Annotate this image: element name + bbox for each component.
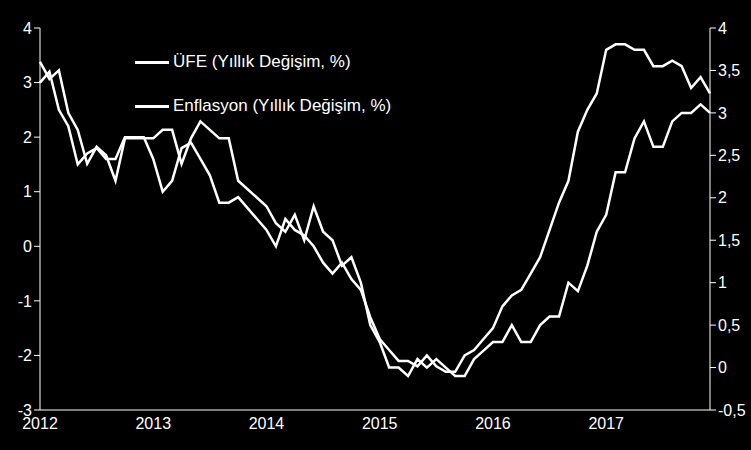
html-text:ÜFE (Yıllık Değişim, %): ÜFE (Yıllık Değişim, %) (173, 52, 351, 71)
svg-text:3: 3 (23, 74, 32, 91)
svg-text:-0,5: -0,5 (718, 402, 743, 419)
svg-text:2012: 2012 (22, 415, 58, 433)
svg-text:0: 0 (718, 359, 727, 376)
svg-text:1: 1 (23, 183, 32, 200)
svg-text:0: 0 (23, 238, 32, 255)
svg-text:2: 2 (23, 129, 32, 146)
svg-text:4: 4 (718, 20, 727, 37)
svg-text:0,5: 0,5 (718, 317, 740, 334)
svg-text:-1: -1 (18, 293, 32, 310)
svg-text:2: 2 (718, 189, 727, 206)
svg-text:4: 4 (23, 20, 32, 37)
svg-text:3,5: 3,5 (718, 62, 740, 79)
svg-text:3: 3 (718, 105, 727, 122)
svg-text:2017: 2017 (588, 415, 624, 432)
svg-text:2016: 2016 (475, 415, 511, 432)
html-text:Enflasyon (Yıllık Değişim, %): Enflasyon (Yıllık Değişim, %) (173, 96, 392, 115)
svg-text:2,5: 2,5 (718, 147, 740, 164)
svg-text:2014: 2014 (249, 415, 285, 432)
svg-text:1: 1 (718, 274, 727, 291)
svg-text:-3: -3 (18, 402, 32, 419)
svg-text:1,5: 1,5 (718, 232, 740, 249)
svg-text:-2: -2 (18, 347, 32, 364)
svg-text:2015: 2015 (362, 415, 398, 432)
svg-text:2013: 2013 (135, 415, 171, 432)
